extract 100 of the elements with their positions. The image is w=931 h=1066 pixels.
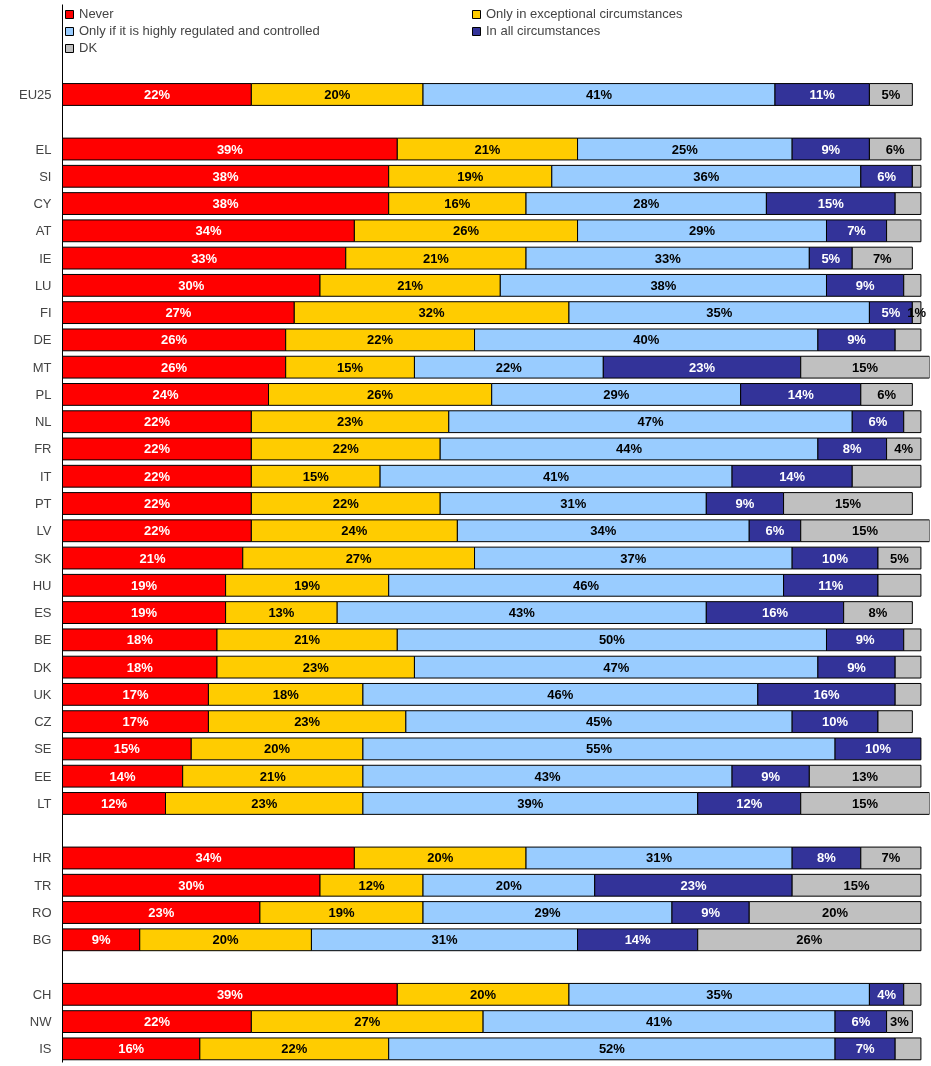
data-label: 21%	[294, 632, 321, 648]
data-label: 31%	[560, 496, 587, 512]
y-tick-label: MT	[32, 359, 52, 375]
data-label: 19%	[457, 168, 484, 184]
data-label: 22%	[143, 1014, 171, 1030]
data-label: 32%	[418, 305, 446, 321]
data-label: 21%	[139, 550, 167, 566]
data-label: 29%	[534, 905, 561, 921]
legend-label: Only if it is highly regulated and controlled	[79, 23, 321, 38]
data-label: 6%	[877, 386, 897, 402]
data-label: 33%	[191, 250, 218, 266]
data-label: 9%	[847, 659, 867, 675]
data-label: 45%	[586, 714, 613, 730]
data-label: 7%	[855, 1041, 875, 1057]
y-tick-label: HR	[32, 850, 52, 866]
data-label: 40%	[633, 332, 660, 348]
data-label: 22%	[143, 86, 171, 102]
data-label: 22%	[143, 441, 171, 457]
data-label: 21%	[259, 768, 287, 784]
data-label: 18%	[272, 686, 300, 702]
data-label: 14%	[624, 932, 652, 948]
legend-label: DK	[79, 40, 99, 55]
data-label: 35%	[706, 305, 733, 321]
data-label: 18%	[126, 632, 154, 648]
y-tick-label: CY	[33, 196, 52, 212]
data-label: 7%	[872, 250, 893, 266]
data-label: 17%	[122, 686, 149, 702]
data-label: 22%	[143, 496, 171, 512]
data-label: 22%	[367, 332, 394, 348]
y-tick-label: NW	[29, 1014, 53, 1030]
data-label: 7%	[881, 850, 901, 866]
data-label: 15%	[302, 468, 330, 484]
data-label: 39%	[517, 795, 544, 811]
data-label: 15%	[852, 359, 879, 375]
data-label: 21%	[422, 250, 450, 266]
data-label: 16%	[761, 605, 789, 621]
data-label: 39%	[216, 141, 244, 157]
data-label: 43%	[534, 768, 561, 784]
y-tick-label: SK	[34, 550, 52, 566]
data-label: 23%	[337, 414, 364, 430]
data-label: 7%	[847, 223, 867, 239]
y-tick-label: LT	[37, 795, 52, 811]
legend-label: Only in exceptional circumstances	[486, 6, 684, 21]
data-label: 19%	[328, 905, 355, 921]
y-tick-label: UK	[33, 686, 52, 702]
data-label: 15%	[834, 496, 862, 512]
data-label: 20%	[822, 905, 849, 921]
data-label: 24%	[152, 386, 179, 402]
data-label: 15%	[817, 196, 845, 212]
data-label: 43%	[508, 605, 536, 621]
data-label: 52%	[598, 1041, 626, 1057]
legend-label: Never	[79, 6, 115, 21]
data-label: 20%	[264, 741, 291, 757]
data-label: 5%	[821, 250, 841, 266]
data-label: 6%	[868, 414, 888, 430]
data-label: 28%	[633, 196, 660, 212]
data-label: 29%	[689, 223, 716, 239]
data-label: 27%	[354, 1014, 381, 1030]
data-label: 16%	[118, 1041, 145, 1057]
data-label: 26%	[161, 332, 188, 348]
data-label: 12%	[736, 795, 763, 811]
data-label: 6%	[765, 523, 785, 539]
data-label: 6%	[877, 168, 897, 184]
data-label: 22%	[143, 468, 171, 484]
data-label: 6%	[851, 1014, 871, 1030]
data-label: 41%	[646, 1014, 673, 1030]
data-label: 46%	[547, 686, 574, 702]
data-label: 15%	[113, 741, 141, 757]
data-label: 5%	[881, 86, 901, 102]
y-tick-label: PT	[34, 496, 52, 512]
data-label: 26%	[796, 932, 823, 948]
data-label: 24%	[341, 523, 368, 539]
data-label: 14%	[779, 468, 806, 484]
data-label: 14%	[787, 386, 815, 402]
data-label: 23%	[302, 659, 330, 675]
data-label: 46%	[573, 577, 600, 593]
data-label: 34%	[195, 850, 222, 866]
y-tick-label: RO	[32, 905, 52, 921]
data-label: 38%	[650, 277, 677, 293]
data-label: 10%	[822, 550, 849, 566]
data-label: 22%	[143, 414, 171, 430]
data-label: 26%	[367, 386, 394, 402]
data-label: 15%	[337, 359, 364, 375]
data-label: 18%	[126, 659, 154, 675]
y-tick-label: HU	[32, 577, 52, 593]
y-tick-label: PL	[35, 386, 52, 402]
data-label: 17%	[122, 714, 149, 730]
data-label: 11%	[809, 86, 836, 102]
y-tick-label: FR	[34, 441, 52, 457]
data-label: 22%	[332, 496, 360, 512]
y-tick-label: NL	[34, 414, 52, 430]
data-label: 9%	[701, 905, 721, 921]
data-label: 44%	[616, 441, 643, 457]
y-tick-label: IT	[39, 468, 52, 484]
legend-label: In all circumstances	[486, 23, 602, 38]
data-label: 16%	[813, 686, 840, 702]
data-label: 19%	[131, 577, 158, 593]
y-tick-label: ES	[34, 605, 52, 621]
y-tick-label: FI	[39, 305, 52, 321]
data-label: 15%	[852, 795, 879, 811]
